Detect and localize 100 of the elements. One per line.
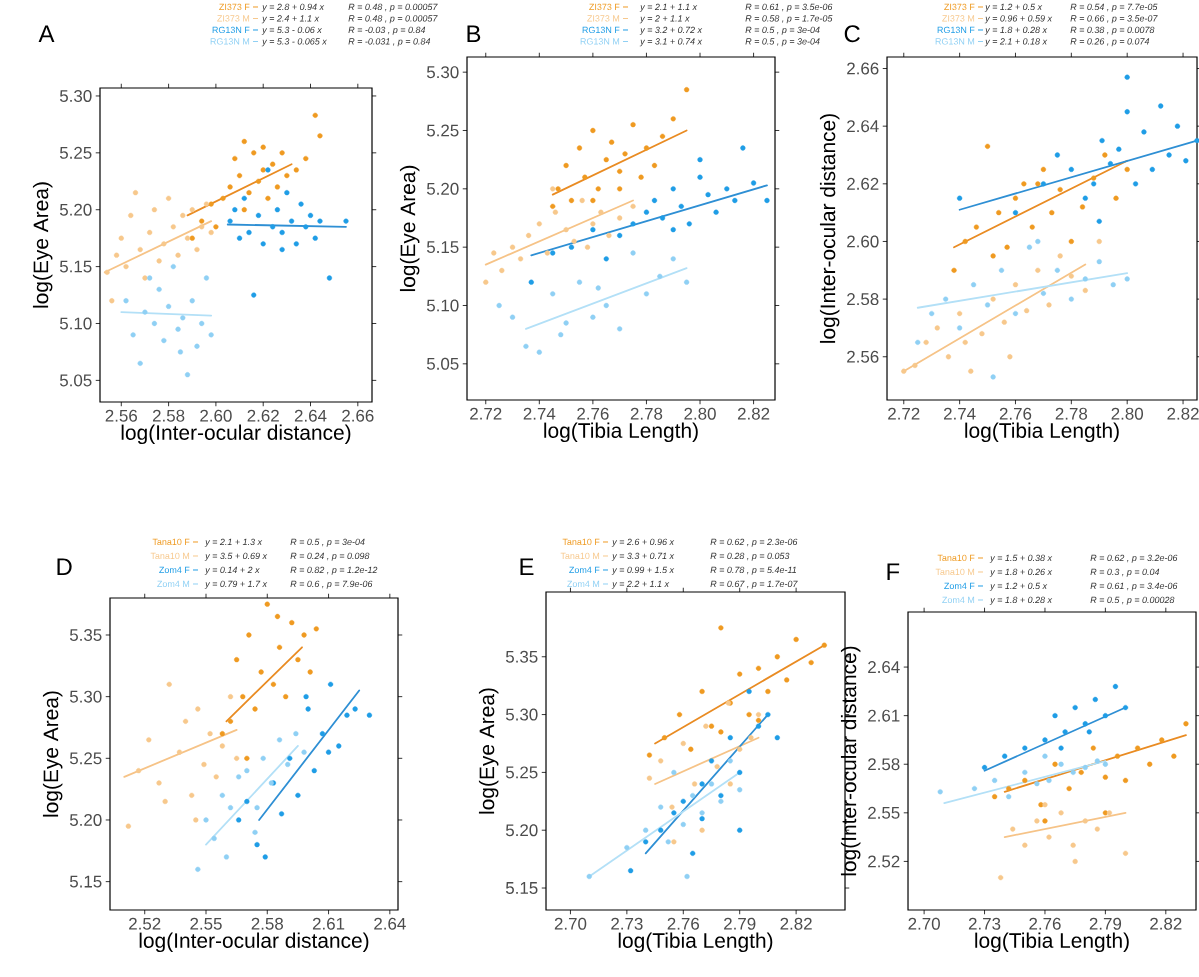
- text: R = 0.3 , p = 0.04: [1090, 568, 1160, 577]
- y-tick-label: 2.64: [868, 661, 900, 674]
- legend-label: Zom4 F: [159, 566, 190, 574]
- text: y = 1.8 + 0.28 x: [984, 26, 1048, 35]
- text: y = 0.79 + 1.7 x: [204, 580, 268, 589]
- x-tick-label: 2.70: [554, 917, 587, 930]
- x-tick-label: 2.82: [1167, 407, 1199, 420]
- text: R = 0.24 , p = 0.098: [290, 552, 370, 561]
- x-tick-label: 2.76: [999, 407, 1032, 420]
- legend-label: Tana10 M: [560, 552, 600, 560]
- chart-title: A: [38, 25, 55, 42]
- x-tick-label: 2.79: [1089, 917, 1122, 930]
- legend-label: RG13N M: [580, 38, 620, 45]
- y-tick-label: 5.15: [69, 875, 102, 888]
- legend-label: Zom4 M: [157, 580, 190, 588]
- x-tick-label: 2.56: [105, 409, 138, 422]
- text: y = 3.5 + 0.69 x: [204, 552, 268, 561]
- y-axis-title: log(Inter-ocular distance): [819, 114, 840, 343]
- text: y = 5.3 - 0.06 x: [261, 26, 323, 35]
- text: R = -0.031 , p = 0.84: [348, 38, 431, 47]
- legend-label: Zom4 F: [569, 566, 600, 574]
- x-tick-label: 2.76: [1029, 917, 1061, 930]
- text: R = 0.48 , p = 0.00057: [348, 3, 438, 12]
- legend-label: RG13N M: [935, 38, 975, 45]
- y-tick-label: 5.10: [59, 317, 92, 330]
- x-tick-label: 2.74: [523, 407, 556, 420]
- y-tick-label: 2.55: [868, 806, 900, 819]
- y-tick-label: 2.64: [847, 120, 879, 133]
- x-tick-label: 2.73: [968, 917, 1001, 930]
- y-tick-label: 2.61: [868, 709, 900, 722]
- text: y = 2.4 + 1.1 x: [261, 15, 320, 24]
- x-axis-title: log(Tibia Length): [965, 422, 1119, 443]
- x-tick-label: 2.74: [944, 407, 976, 420]
- text: R = 0.28 , p = 0.053: [710, 552, 790, 561]
- y-tick-label: 5.05: [59, 374, 92, 387]
- text: y = 0.99 + 1.5 x: [611, 566, 675, 575]
- legend-label: RG13N F: [582, 26, 620, 34]
- text: R = 0.5 , p = 3e-04: [290, 538, 365, 547]
- x-tick-label: 2.52: [129, 917, 161, 930]
- text: R = 0.5 , p = 3e-04: [745, 26, 820, 35]
- x-axis-title: log(Tibia Length): [618, 932, 773, 953]
- y-tick-label: 5.20: [426, 182, 459, 195]
- text: y = 2.8 + 0.94 x: [261, 3, 325, 12]
- text: R = 0.78 , p = 5.4e-11: [710, 566, 797, 575]
- chart-title: B: [467, 25, 481, 42]
- x-axis-title: log(Tibia Length): [975, 932, 1129, 953]
- x-axis-title: log(Inter-ocular distance): [121, 424, 351, 445]
- text: y = 5.3 - 0.065 x: [261, 38, 328, 47]
- legend-label: ZI373 F: [589, 3, 620, 11]
- text: y = 1.5 + 0.38 x: [989, 554, 1053, 563]
- x-axis-title: log(Tibia Length): [544, 422, 698, 443]
- text: R = 0.82 , p = 1.2e-12: [290, 566, 378, 575]
- text: R = -0.03 , p = 0.84: [348, 26, 426, 35]
- y-tick-label: 5.05: [426, 357, 459, 370]
- x-tick-label: 2.60: [200, 409, 232, 422]
- text: y = 3.3 + 0.71 x: [611, 552, 675, 561]
- chart-title: F: [887, 563, 900, 580]
- text: R = 0.62 , p = 2.3e-06: [710, 538, 798, 547]
- x-tick-label: 2.61: [312, 917, 345, 930]
- y-axis-title: log(Inter-ocular distance): [840, 646, 861, 876]
- text: y = 3.1 + 0.74 x: [639, 38, 703, 47]
- text: y = 2.1 + 0.18 x: [984, 38, 1048, 47]
- x-tick-label: 2.76: [577, 407, 609, 420]
- y-tick-label: 5.25: [59, 146, 92, 159]
- legend-label: Zom4 M: [567, 580, 600, 588]
- x-tick-label: 2.70: [908, 917, 940, 930]
- legend-label: ZI373 M: [587, 15, 620, 22]
- text: y = 1.2 + 0.5 x: [989, 582, 1048, 591]
- y-tick-label: 5.20: [59, 203, 92, 216]
- text: R = 0.61 , p = 3.5e-06: [745, 3, 833, 12]
- legend-label: Zom4 M: [942, 596, 975, 604]
- legend-label: Tana10 F: [152, 538, 190, 546]
- x-tick-label: 2.72: [888, 407, 920, 420]
- legend-label: Tana10 M: [150, 552, 190, 560]
- y-axis-title: log(Eye Area): [478, 688, 499, 814]
- text: R = 0.58 , p = 1.7e-05: [745, 15, 833, 24]
- x-tick-label: 2.80: [1111, 407, 1144, 420]
- text: R = 0.5 , p = 3e-04: [745, 38, 820, 47]
- y-tick-label: 2.56: [847, 350, 879, 363]
- x-tick-label: 2.82: [1150, 917, 1182, 930]
- x-tick-label: 2.58: [251, 917, 284, 930]
- y-axis-title: log(Eye Area): [42, 691, 63, 817]
- y-tick-label: 2.66: [847, 62, 879, 75]
- chart-title: C: [844, 25, 860, 43]
- chart-title: D: [57, 558, 72, 575]
- x-tick-label: 2.72: [470, 407, 502, 420]
- text: y = 1.8 + 0.28 x: [989, 596, 1053, 605]
- text: R = 0.54 , p = 7.7e-05: [1070, 3, 1158, 12]
- text: y = 1.8 + 0.26 x: [989, 568, 1053, 577]
- y-tick-label: 5.20: [69, 813, 102, 826]
- y-tick-label: 2.58: [868, 758, 900, 771]
- x-tick-label: 2.82: [780, 917, 812, 930]
- legend-label: ZI373 F: [219, 3, 250, 11]
- y-tick-label: 5.15: [59, 260, 92, 273]
- legend-label: Tana10 M: [935, 568, 975, 576]
- x-tick-label: 2.80: [684, 407, 716, 420]
- legend-label: RG13N F: [212, 26, 250, 34]
- legend-label: ZI373 M: [217, 15, 250, 22]
- y-tick-label: 5.25: [505, 766, 538, 779]
- text: y = 2.1 + 1.1 x: [639, 3, 698, 12]
